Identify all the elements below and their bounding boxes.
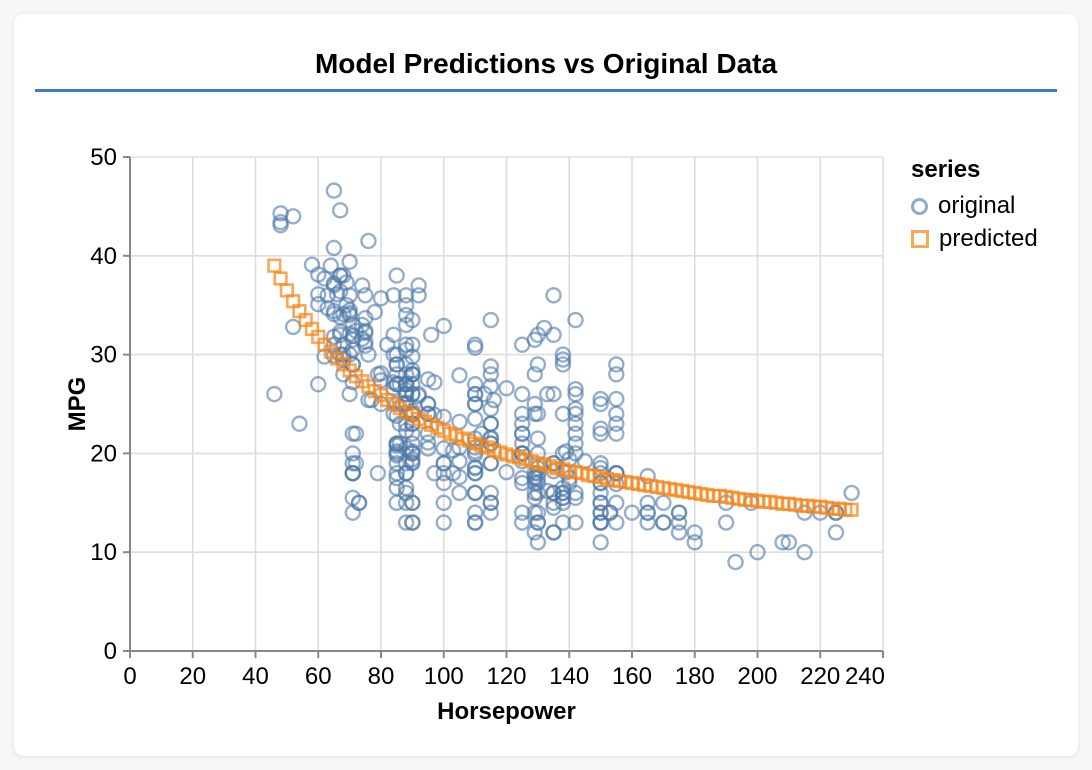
legend-label-original: original bbox=[938, 192, 1016, 219]
svg-text:10: 10 bbox=[90, 539, 117, 566]
svg-text:220: 220 bbox=[800, 663, 840, 690]
legend-rows: original predicted bbox=[911, 192, 1038, 252]
svg-text:0: 0 bbox=[123, 663, 136, 690]
svg-text:160: 160 bbox=[612, 663, 652, 690]
predicted-square-icon bbox=[911, 230, 929, 248]
svg-text:20: 20 bbox=[179, 663, 206, 690]
chart-canvas: 0 20 40 60 80 100 120 140 160 180 200 220 240 0 10 20 30… bbox=[90, 144, 885, 690]
chart-title: Model Predictions vs Original Data bbox=[314, 48, 778, 79]
svg-text:240: 240 bbox=[845, 663, 885, 690]
svg-text:40: 40 bbox=[90, 243, 117, 270]
svg-text:120: 120 bbox=[486, 663, 526, 690]
x-axis-title: Horsepower bbox=[437, 698, 576, 725]
svg-text:80: 80 bbox=[368, 663, 395, 690]
series-predicted bbox=[267, 258, 859, 517]
svg-text:180: 180 bbox=[675, 663, 715, 690]
legend-title: series bbox=[911, 156, 981, 183]
axes bbox=[123, 156, 884, 658]
chart-card: Model Predictions vs Original Data 0 20 40… bbox=[14, 14, 1078, 756]
legend-item-original: original bbox=[911, 192, 1038, 219]
title-divider bbox=[35, 89, 1057, 92]
svg-text:30: 30 bbox=[90, 342, 117, 369]
tick-labels: 0 20 40 60 80 100 120 140 160 180 200 220 240 0 10 20 30… bbox=[90, 144, 885, 690]
svg-text:60: 60 bbox=[305, 663, 332, 690]
svg-text:20: 20 bbox=[90, 440, 117, 467]
svg-text:200: 200 bbox=[737, 663, 777, 690]
series-original bbox=[266, 182, 860, 571]
legend-item-predicted: predicted bbox=[911, 225, 1038, 252]
svg-text:140: 140 bbox=[549, 663, 589, 690]
svg-text:50: 50 bbox=[90, 144, 117, 171]
svg-text:40: 40 bbox=[242, 663, 269, 690]
svg-text:100: 100 bbox=[424, 663, 464, 690]
svg-text:0: 0 bbox=[104, 638, 117, 665]
gridlines bbox=[130, 156, 884, 651]
original-circle-icon bbox=[911, 197, 928, 215]
legend-label-predicted: predicted bbox=[939, 225, 1038, 252]
legend: series original predicted bbox=[911, 156, 1038, 252]
